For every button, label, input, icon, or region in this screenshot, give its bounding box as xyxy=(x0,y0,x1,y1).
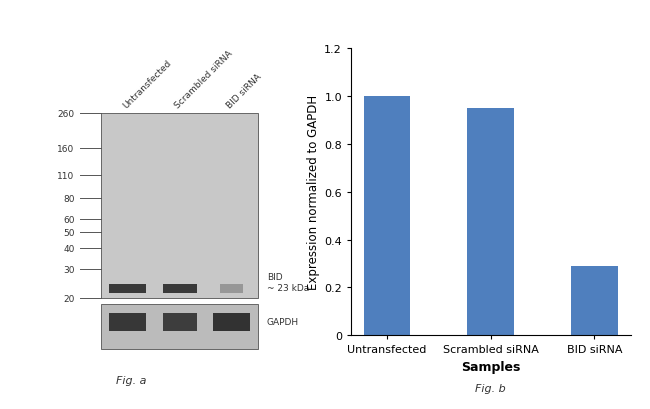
Text: Scrambled siRNA: Scrambled siRNA xyxy=(174,49,235,110)
Text: Untransfected: Untransfected xyxy=(122,58,174,110)
Text: 80: 80 xyxy=(63,194,75,203)
Text: Fig. a: Fig. a xyxy=(116,375,146,385)
Bar xyxy=(571,266,618,335)
Text: 260: 260 xyxy=(57,110,75,119)
Text: 30: 30 xyxy=(63,265,75,274)
Text: 40: 40 xyxy=(63,244,75,253)
Text: BID
~ 23 kDa: BID ~ 23 kDa xyxy=(267,273,309,293)
Text: BID siRNA: BID siRNA xyxy=(225,72,263,110)
Bar xyxy=(467,109,514,335)
Bar xyxy=(162,313,197,331)
Bar xyxy=(162,284,197,293)
X-axis label: Samples: Samples xyxy=(461,360,521,373)
Text: 110: 110 xyxy=(57,171,75,180)
Bar xyxy=(101,304,258,350)
Bar xyxy=(109,313,146,331)
Bar xyxy=(109,284,146,293)
Text: 50: 50 xyxy=(63,228,75,237)
Bar xyxy=(101,114,258,299)
Text: 160: 160 xyxy=(57,144,75,153)
Bar xyxy=(213,313,250,331)
Text: Fig. b: Fig. b xyxy=(475,383,506,393)
Text: GAPDH: GAPDH xyxy=(267,318,299,327)
Text: 20: 20 xyxy=(63,294,75,303)
Y-axis label: Expression normalized to GAPDH: Expression normalized to GAPDH xyxy=(307,95,320,290)
Text: 60: 60 xyxy=(63,215,75,224)
Bar xyxy=(364,97,410,335)
Bar xyxy=(220,284,243,293)
